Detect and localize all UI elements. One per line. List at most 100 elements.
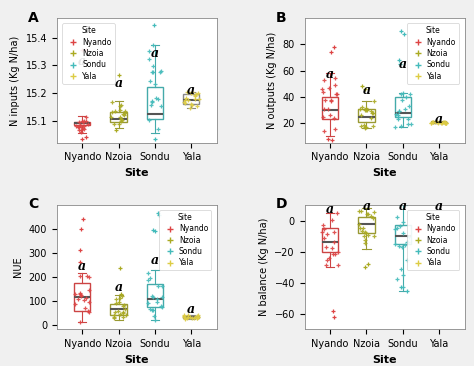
Point — [191, 96, 199, 102]
Point — [400, 219, 407, 225]
Point — [439, 119, 447, 125]
Point — [121, 108, 128, 114]
Text: a: a — [115, 77, 123, 90]
Point — [180, 312, 187, 318]
Point — [392, 226, 399, 232]
Point — [395, 243, 402, 249]
Point — [401, 242, 409, 247]
Point — [76, 259, 83, 265]
Point — [322, 244, 329, 250]
Point — [120, 302, 128, 308]
Point — [429, 175, 437, 181]
Point — [435, 180, 442, 186]
Point — [319, 86, 326, 92]
Point — [118, 293, 126, 299]
Point — [367, 108, 375, 114]
Point — [192, 91, 200, 97]
Point — [394, 114, 401, 120]
Point — [332, 92, 340, 97]
Point — [319, 114, 327, 120]
Point — [362, 105, 370, 111]
X-axis label: Site: Site — [125, 355, 149, 365]
Point — [110, 315, 118, 321]
Point — [181, 100, 189, 106]
Point — [184, 97, 192, 102]
Point — [154, 126, 161, 132]
Point — [357, 112, 365, 118]
Point — [441, 119, 449, 125]
PathPatch shape — [183, 316, 200, 318]
Point — [110, 314, 118, 320]
Point — [398, 244, 406, 250]
Point — [400, 230, 407, 236]
Point — [329, 308, 337, 314]
Point — [404, 239, 411, 245]
Point — [184, 314, 191, 320]
Point — [320, 128, 328, 134]
Point — [397, 284, 405, 290]
Point — [151, 81, 159, 87]
Text: a: a — [187, 84, 195, 97]
Point — [157, 68, 164, 74]
Point — [436, 172, 443, 178]
Point — [399, 273, 406, 279]
Point — [148, 307, 156, 313]
Point — [438, 174, 445, 180]
Point — [114, 308, 122, 314]
Point — [331, 126, 339, 132]
Point — [74, 296, 82, 302]
Point — [398, 123, 405, 128]
Y-axis label: N outputs (Kg N/ha): N outputs (Kg N/ha) — [267, 32, 277, 129]
Point — [359, 83, 366, 89]
Point — [85, 274, 93, 280]
Point — [188, 315, 195, 321]
Y-axis label: NUE: NUE — [13, 257, 23, 277]
Point — [395, 57, 403, 63]
Point — [393, 225, 401, 231]
Point — [76, 247, 84, 253]
Point — [194, 90, 202, 96]
Point — [442, 120, 450, 126]
Text: a: a — [399, 200, 407, 213]
Point — [330, 314, 337, 320]
Point — [152, 136, 159, 142]
Point — [116, 103, 124, 109]
Point — [85, 299, 92, 305]
Point — [321, 97, 329, 102]
Point — [77, 124, 85, 130]
Point — [84, 308, 92, 314]
Point — [396, 223, 404, 229]
Point — [150, 68, 157, 74]
Point — [156, 69, 164, 75]
Point — [120, 112, 128, 118]
Text: C: C — [28, 198, 38, 212]
Point — [399, 284, 407, 290]
Text: a: a — [399, 58, 407, 71]
Point — [181, 97, 188, 102]
Point — [356, 225, 364, 231]
Point — [327, 49, 335, 55]
Point — [77, 292, 84, 298]
Point — [393, 214, 401, 220]
Point — [85, 310, 92, 315]
PathPatch shape — [147, 87, 163, 119]
Point — [181, 315, 189, 321]
Point — [434, 175, 441, 181]
PathPatch shape — [110, 304, 127, 314]
Point — [150, 22, 157, 28]
Point — [149, 307, 157, 313]
Point — [438, 171, 446, 177]
Point — [328, 245, 336, 251]
Point — [79, 126, 87, 131]
Point — [334, 262, 342, 268]
Point — [330, 115, 338, 121]
Point — [359, 225, 367, 231]
Point — [403, 288, 410, 294]
Point — [77, 226, 85, 232]
Point — [323, 257, 330, 263]
Point — [116, 311, 124, 317]
Point — [112, 296, 120, 302]
Point — [407, 121, 414, 127]
Point — [193, 313, 201, 319]
Point — [435, 171, 442, 176]
